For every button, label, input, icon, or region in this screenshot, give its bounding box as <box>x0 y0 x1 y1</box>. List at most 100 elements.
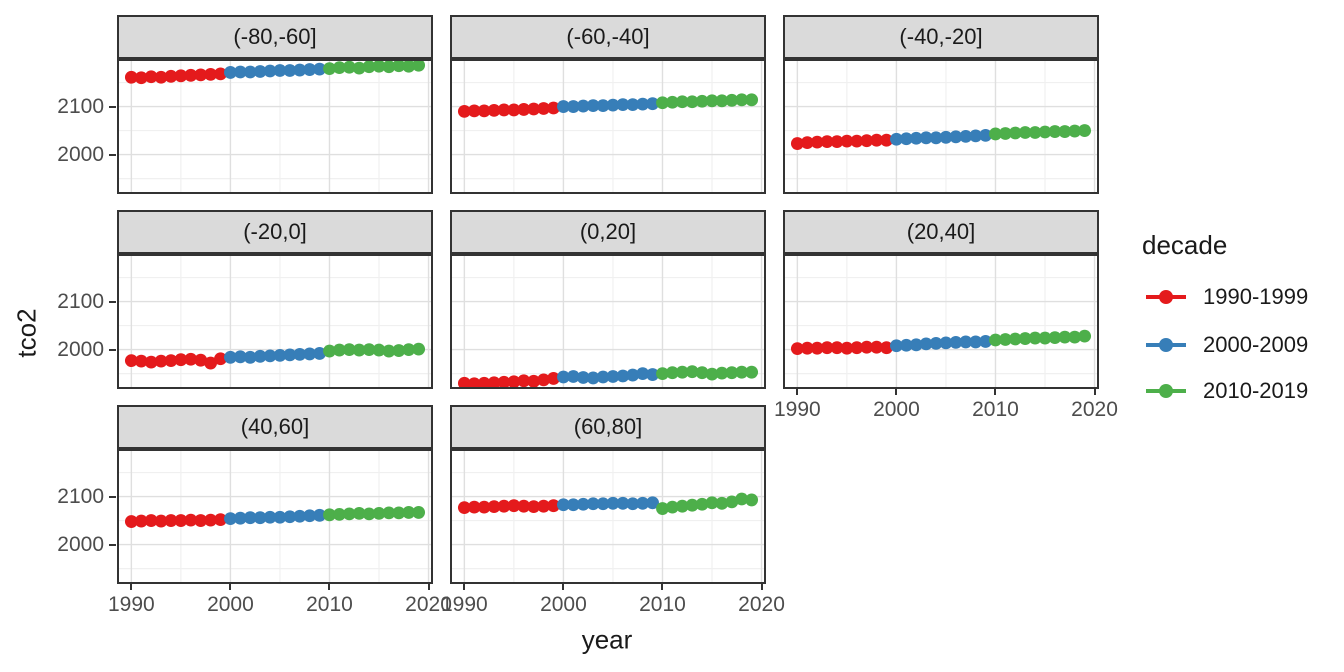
facet-strip-label: (-40,-20] <box>783 15 1099 59</box>
data-point <box>715 366 729 380</box>
data-point <box>566 498 580 512</box>
data-point <box>537 373 551 387</box>
data-point <box>507 499 521 513</box>
facet: (40,60] <box>117 405 433 584</box>
legend-point-icon <box>1159 290 1173 304</box>
data-point <box>919 337 933 351</box>
facet: (-20,0] <box>117 210 433 389</box>
data-point <box>253 65 267 78</box>
data-point <box>243 65 257 79</box>
data-point <box>840 341 854 355</box>
data-point <box>507 375 521 389</box>
facet: (60,80] <box>450 405 766 584</box>
data-point <box>517 374 531 388</box>
data-point <box>382 344 396 358</box>
data-point <box>1048 125 1062 138</box>
data-point <box>909 338 923 352</box>
x-tick-mark <box>994 389 997 395</box>
data-point <box>517 499 531 513</box>
data-point <box>224 350 237 364</box>
data-point <box>899 132 913 146</box>
data-point <box>263 349 277 363</box>
data-point <box>204 67 218 81</box>
data-point <box>820 341 834 355</box>
data-point <box>402 343 416 357</box>
data-point <box>656 96 669 110</box>
data-point <box>352 506 366 520</box>
data-point <box>457 501 471 515</box>
data-point <box>989 127 1002 141</box>
legend-entry-label: 2010-2019 <box>1203 378 1309 403</box>
data-point <box>342 60 356 74</box>
facet: (-40,-20] <box>783 15 1099 194</box>
data-point <box>372 506 386 520</box>
x-tick-mark <box>562 584 565 590</box>
data-point <box>705 94 719 108</box>
data-point <box>527 500 541 514</box>
data-point <box>998 333 1012 346</box>
x-tick-mark <box>661 584 664 590</box>
facet: (-60,-40] <box>450 15 766 194</box>
data-point <box>332 507 346 521</box>
data-point <box>636 97 650 111</box>
data-point <box>735 492 749 506</box>
data-point <box>715 496 729 510</box>
data-point <box>253 349 267 363</box>
data-point <box>725 93 739 107</box>
y-tick-label: 2000 <box>57 532 104 556</box>
data-point <box>656 367 669 381</box>
data-point <box>850 134 864 148</box>
data-point <box>850 341 864 355</box>
data-point <box>243 350 257 364</box>
data-point <box>979 335 992 348</box>
data-point <box>194 514 208 527</box>
data-point <box>810 341 824 355</box>
data-point <box>1008 126 1022 140</box>
data-point <box>830 135 844 149</box>
data-point <box>735 93 749 107</box>
data-point <box>214 352 227 366</box>
data-point <box>293 63 307 77</box>
data-point <box>745 365 759 379</box>
data-point <box>840 134 854 148</box>
legend-entry: 2000-2009 <box>1146 332 1308 358</box>
facet: (0,20] <box>450 210 766 389</box>
data-point <box>735 365 749 379</box>
data-point <box>154 70 168 84</box>
data-point <box>164 354 178 368</box>
data-point <box>1018 332 1032 345</box>
data-point <box>313 62 326 76</box>
data-point <box>184 513 198 527</box>
data-point <box>576 371 590 384</box>
data-point <box>646 368 659 381</box>
data-point <box>939 130 953 144</box>
x-tick-label: 2010 <box>972 398 1019 421</box>
facet-panel <box>450 449 766 584</box>
data-point <box>705 496 719 510</box>
legend: decade 1990-1999 2000-2009 2010-2019 <box>1140 230 1344 420</box>
data-point <box>467 377 481 389</box>
x-tick-mark <box>229 584 232 590</box>
data-point <box>685 365 699 379</box>
x-axis-title: year <box>581 624 633 655</box>
data-point <box>392 506 406 520</box>
data-point <box>880 133 893 147</box>
x-tick-label: 2000 <box>207 593 254 616</box>
data-point <box>204 513 218 527</box>
data-point <box>547 499 560 513</box>
facet-strip-label: (-20,0] <box>117 210 433 254</box>
data-point <box>909 131 923 145</box>
data-point <box>124 70 138 84</box>
data-point <box>745 93 759 107</box>
data-point <box>606 370 620 383</box>
data-point <box>566 100 580 113</box>
data-point <box>939 336 953 350</box>
data-point <box>665 95 679 109</box>
legend-point-icon <box>1159 338 1173 352</box>
data-point <box>1038 125 1052 139</box>
data-point <box>392 59 406 73</box>
data-point <box>919 131 933 145</box>
data-point <box>979 128 992 142</box>
data-point <box>860 134 874 148</box>
